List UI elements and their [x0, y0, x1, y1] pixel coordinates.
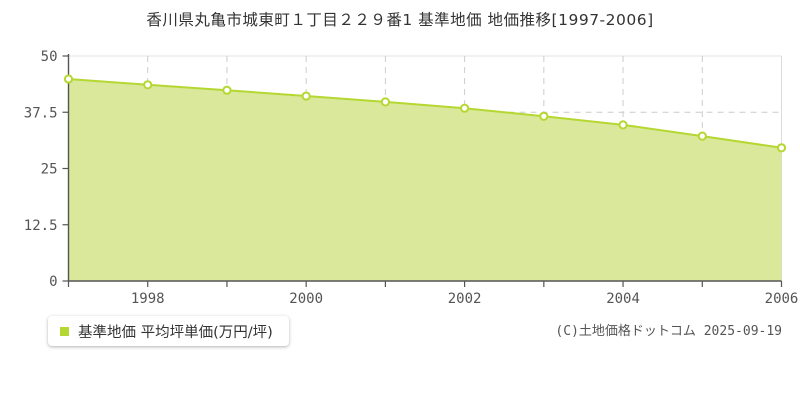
series-line-layer	[68, 77, 782, 149]
y-tick-label: 0	[49, 274, 57, 290]
series-area-layer	[68, 78, 782, 281]
y-axis-tick-labels: 0 12.5 25 37.5 50	[24, 49, 58, 290]
y-tick-label: 37.5	[24, 105, 58, 121]
x-axis-tick-labels: 1998 2000 2002 2004 2006	[131, 291, 798, 307]
y-tick-label: 12.5	[24, 218, 58, 234]
x-tick-label: 2002	[448, 291, 482, 307]
legend-label: 基準地価 平均坪単価(万円/坪)	[78, 324, 273, 341]
x-tick-label: 1998	[131, 291, 165, 307]
y-tick-label: 50	[41, 49, 58, 65]
legend-swatch-icon	[60, 326, 69, 336]
credit-text: (C)土地価格ドットコム 2025-09-19	[555, 324, 782, 339]
series-marker-layer	[63, 74, 787, 153]
y-tick-label: 25	[41, 162, 58, 178]
chart-title: 香川県丸亀市城東町１丁目２２９番1 基準地価 地価推移[1997-2006]	[146, 11, 654, 29]
axis-layer	[62, 54, 783, 287]
chart-legend[interactable]: 基準地価 平均坪単価(万円/坪)	[48, 316, 289, 346]
x-tick-label: 2006	[765, 291, 799, 307]
x-tick-label: 2000	[289, 291, 323, 307]
x-tick-label: 2004	[606, 291, 640, 307]
